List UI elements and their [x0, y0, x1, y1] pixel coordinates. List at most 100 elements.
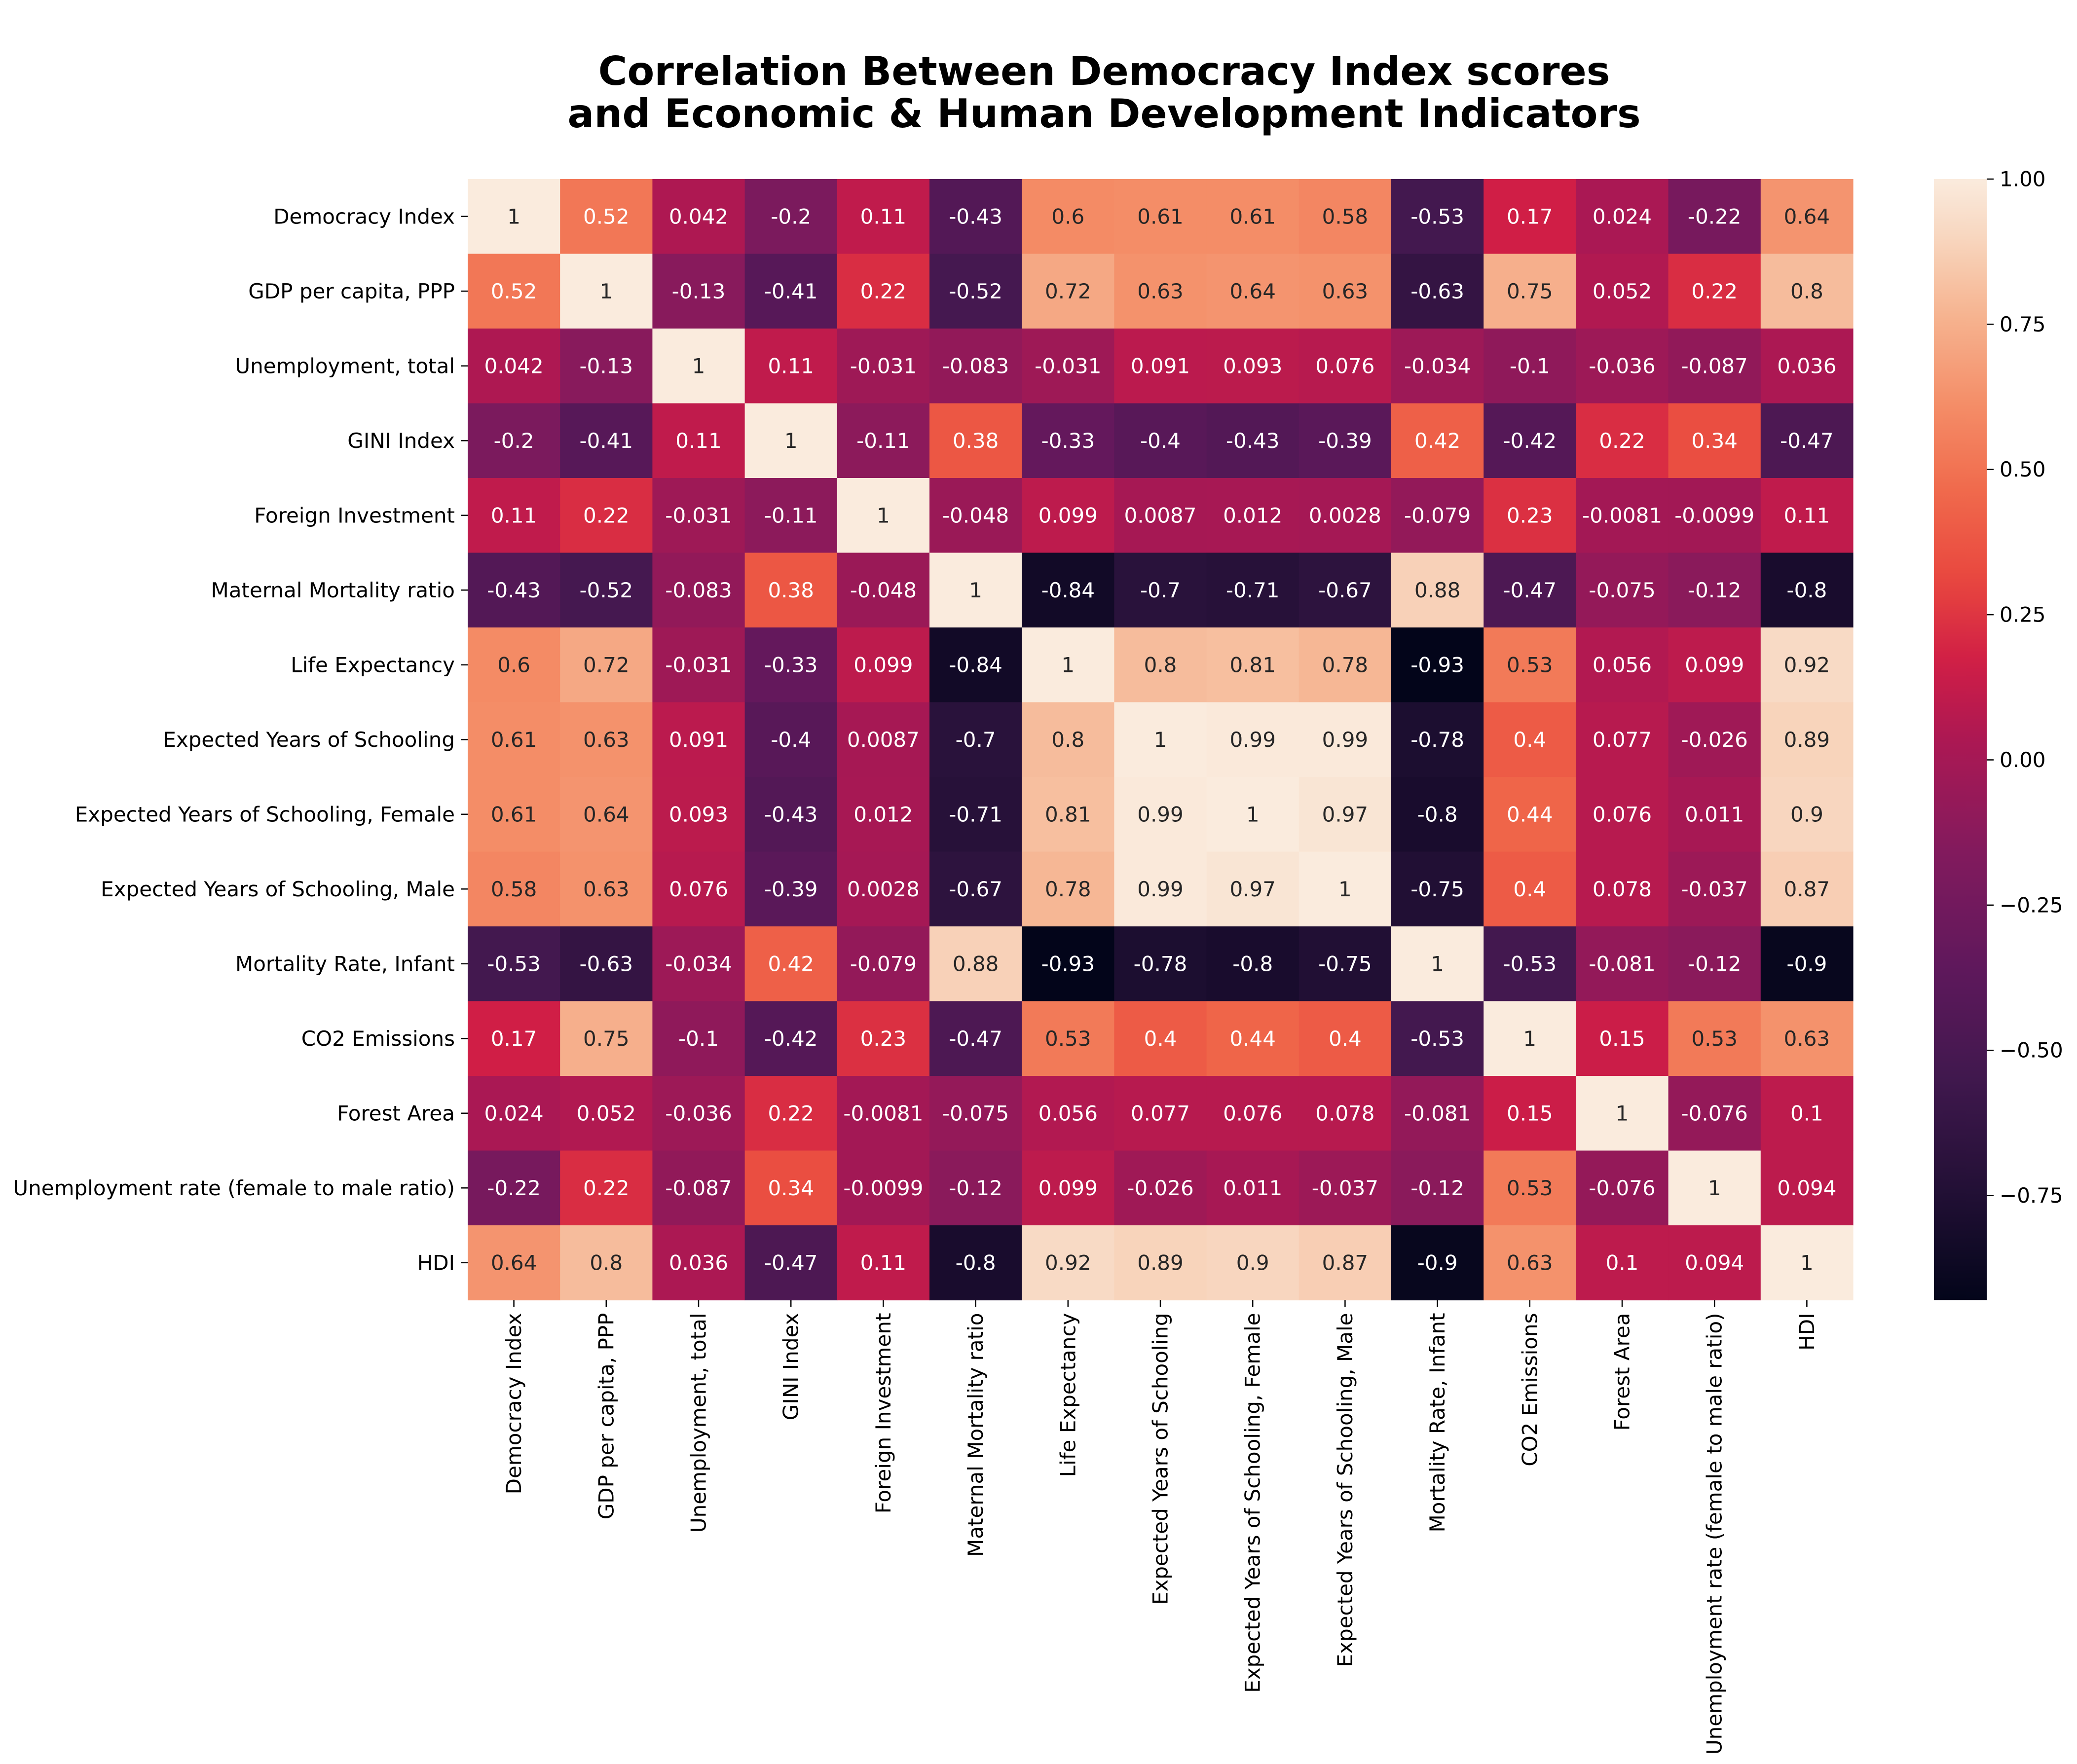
heatmap-cell: [1668, 1150, 1761, 1226]
heatmap-cell: [929, 1076, 1022, 1151]
row-label-gini-index: GINI Index: [347, 429, 455, 453]
cell-value-label: -0.037: [1681, 877, 1747, 901]
heatmap-cell: [652, 1001, 745, 1076]
heatmap-cell: [560, 478, 653, 553]
cell-value-label: -0.1: [1510, 354, 1550, 378]
cell-value-label: 0.8: [590, 1250, 623, 1275]
cell-value-label: 0.22: [860, 279, 907, 303]
cell-value-label: 0.076: [1223, 1101, 1282, 1125]
cell-value-label: -0.036: [665, 1101, 732, 1125]
heatmap-cell: [1391, 478, 1484, 553]
cell-value-label: -0.71: [949, 802, 1002, 826]
heatmap-cell: [1576, 478, 1669, 553]
heatmap-cells: 1 0.52 0.042 -0.2 0.11 -0.43 0.6 0.61 0.61 0.58 -0…: [468, 179, 1854, 1301]
cell-value-label: -0.11: [764, 503, 818, 527]
heatmap-cell: [1760, 329, 1854, 404]
cell-value-label: -0.048: [942, 503, 1009, 527]
cell-value-label: 0.078: [1315, 1101, 1374, 1125]
heatmap-cell: [1760, 1076, 1854, 1151]
heatmap-cell: [744, 851, 838, 927]
cell-value-label: 0.099: [853, 653, 913, 677]
cell-value-label: -0.2: [771, 204, 811, 228]
cell-value-label: 0.091: [1131, 354, 1190, 378]
cell-value-label: 0.92: [1784, 653, 1830, 677]
heatmap-cell: [837, 1150, 930, 1226]
heatmap-cell: [1668, 478, 1761, 553]
heatmap-cell: [929, 627, 1022, 703]
row-label-forest-area: Forest Area: [337, 1101, 455, 1125]
cell-value-label: 0.052: [1593, 279, 1652, 303]
cell-value-label: -0.031: [850, 354, 917, 378]
cell-value-label: 0.99: [1137, 877, 1184, 901]
cell-value-label: -0.075: [1589, 578, 1655, 602]
cell-value-label: -0.63: [1410, 279, 1464, 303]
row-label-expected-years-of-schooling-female: Expected Years of Schooling, Female: [75, 802, 455, 826]
heatmap-cell: [837, 1225, 930, 1301]
cell-value-label: 0.42: [768, 952, 814, 976]
cell-value-label: 0.53: [1045, 1027, 1091, 1051]
cell-value-label: -0.47: [949, 1027, 1002, 1051]
cell-value-label: 0.15: [1507, 1101, 1553, 1125]
cell-value-label: 0.63: [583, 728, 630, 752]
column-label-expected-years-of-schooling: Expected Years of Schooling: [1149, 1313, 1173, 1605]
cell-value-label: -0.7: [956, 728, 996, 752]
heatmap-cell: [1022, 1150, 1114, 1226]
heatmap-cell: [1760, 254, 1854, 329]
cell-value-label: -0.52: [579, 578, 633, 602]
heatmap-cell: [468, 851, 560, 927]
cell-value-label: 0.0087: [1124, 503, 1197, 527]
cell-value-label: 0.75: [583, 1027, 630, 1051]
cell-value-label: -0.93: [1410, 653, 1464, 677]
cell-value-label: 0.63: [1784, 1027, 1830, 1051]
heatmap-cell: [468, 1150, 560, 1226]
heatmap-cell: [1114, 926, 1207, 1002]
cell-value-label: 0.11: [491, 503, 537, 527]
heatmap-cell: [837, 627, 930, 703]
cell-value-label: -0.12: [1688, 952, 1742, 976]
cell-value-label: -0.4: [1140, 429, 1181, 453]
cell-value-label: -0.22: [487, 1176, 541, 1200]
colorbar-tick-label: 0.50: [2000, 457, 2046, 481]
cell-value-label: 0.091: [669, 728, 728, 752]
row-label-maternal-mortality-ratio: Maternal Mortality ratio: [211, 578, 455, 602]
heatmap-cell: [1022, 552, 1114, 628]
cell-value-label: -0.67: [949, 877, 1002, 901]
heatmap-cell: [1206, 851, 1299, 927]
cell-value-label: 0.9: [1236, 1250, 1269, 1275]
cell-value-label: -0.081: [1589, 952, 1655, 976]
heatmap-cell: [744, 1150, 838, 1226]
heatmap-cell: [1206, 1150, 1299, 1226]
heatmap-cell: [1206, 478, 1299, 553]
heatmap-cell: [1484, 851, 1576, 927]
cell-value-label: 0.0028: [847, 877, 920, 901]
heatmap-cell: [468, 1225, 560, 1301]
heatmap-cell: [929, 478, 1022, 553]
heatmap-cell: [744, 926, 838, 1002]
heatmap-cell: [560, 702, 653, 777]
heatmap-cell: [652, 777, 745, 852]
cell-value-label: 0.63: [583, 877, 630, 901]
cell-value-label: 0.52: [583, 204, 630, 228]
cell-value-label: 0.042: [669, 204, 728, 228]
heatmap-cell: [468, 926, 560, 1002]
heatmap-cell: [837, 851, 930, 927]
cell-value-label: -0.53: [487, 952, 541, 976]
cell-value-label: -0.33: [1041, 429, 1095, 453]
heatmap-cell: [1760, 777, 1854, 852]
heatmap-cell: [744, 1001, 838, 1076]
column-label-expected-years-of-schooling-female: Expected Years of Schooling, Female: [1241, 1313, 1265, 1693]
cell-value-label: -0.47: [764, 1250, 818, 1275]
heatmap-cell: [744, 552, 838, 628]
colorbar: [1934, 179, 1987, 1300]
heatmap-cell: [1484, 926, 1576, 1002]
cell-value-label: -0.087: [665, 1176, 732, 1200]
cell-value-label: 0.87: [1784, 877, 1830, 901]
heatmap-cell: [1391, 926, 1484, 1002]
cell-value-label: 0.4: [1329, 1027, 1362, 1051]
cell-value-label: -0.39: [764, 877, 818, 901]
cell-value-label: 0.87: [1322, 1250, 1369, 1275]
cell-value-label: 0.22: [768, 1101, 814, 1125]
cell-value-label: 0.077: [1131, 1101, 1190, 1125]
cell-value-label: 0.92: [1045, 1250, 1091, 1275]
heatmap-cell: [1760, 926, 1854, 1002]
